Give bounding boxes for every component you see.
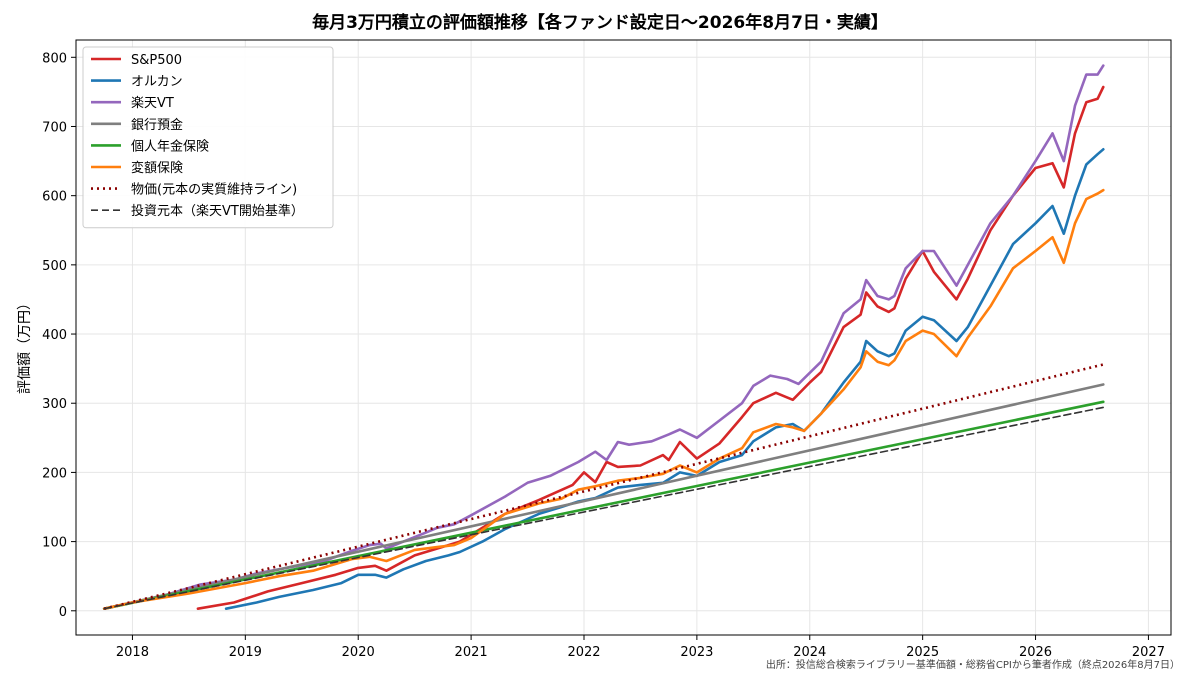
x-tick-label: 2018 — [116, 645, 149, 660]
y-tick-label: 700 — [42, 120, 67, 135]
x-tick-label: 2025 — [906, 645, 939, 660]
series-line-6 — [103, 363, 1104, 610]
y-tick-label: 400 — [42, 328, 67, 343]
x-tick-label: 2023 — [680, 645, 713, 660]
legend-label-5: 変額保険 — [131, 160, 183, 176]
x-tick-label: 2027 — [1132, 645, 1165, 660]
y-tick-label: 500 — [42, 259, 67, 274]
chart-title: 毎月3万円積立の評価額推移【各ファンド設定日〜2026年8月7日・実績】 — [312, 13, 888, 33]
y-tick-label: 300 — [42, 397, 67, 412]
legend-label-6: 物価(元本の実質維持ライン) — [131, 182, 297, 198]
x-tick-label: 2026 — [1019, 645, 1052, 660]
x-tick-label: 2022 — [567, 645, 600, 660]
series-line-4 — [102, 400, 1105, 611]
series-line-1 — [224, 148, 1105, 611]
legend-label-0: S&P500 — [131, 53, 182, 68]
plot-frame — [75, 39, 1172, 636]
y-tick-label: 800 — [42, 51, 67, 66]
legend-box — [82, 46, 334, 229]
legend-label-3: 銀行預金 — [131, 117, 183, 133]
x-tick-label: 2024 — [793, 645, 826, 660]
y-tick-label: 0 — [59, 605, 67, 620]
x-tick-label: 2019 — [229, 645, 262, 660]
y-tick-label: 100 — [42, 536, 67, 551]
series-line-0 — [196, 85, 1105, 611]
series-line-2 — [102, 64, 1105, 611]
y-tick-label: 600 — [42, 190, 67, 205]
source-note: 出所：投信総合検索ライブラリー基準価額・総務省CPIから筆者作成（終点2026年… — [765, 660, 1180, 671]
legend-label-4: 個人年金保険 — [131, 138, 209, 154]
series-line-3 — [102, 383, 1105, 611]
x-tick-label: 2021 — [455, 645, 488, 660]
y-tick-label: 200 — [42, 466, 67, 481]
series-line-7 — [103, 406, 1105, 610]
series-line-5 — [102, 188, 1105, 611]
x-tick-label: 2020 — [342, 645, 375, 660]
legend-label-2: 楽天VT — [131, 95, 174, 111]
legend-label-7: 投資元本（楽天VT開始基準） — [131, 203, 304, 219]
legend-label-1: オルカン — [131, 75, 183, 90]
